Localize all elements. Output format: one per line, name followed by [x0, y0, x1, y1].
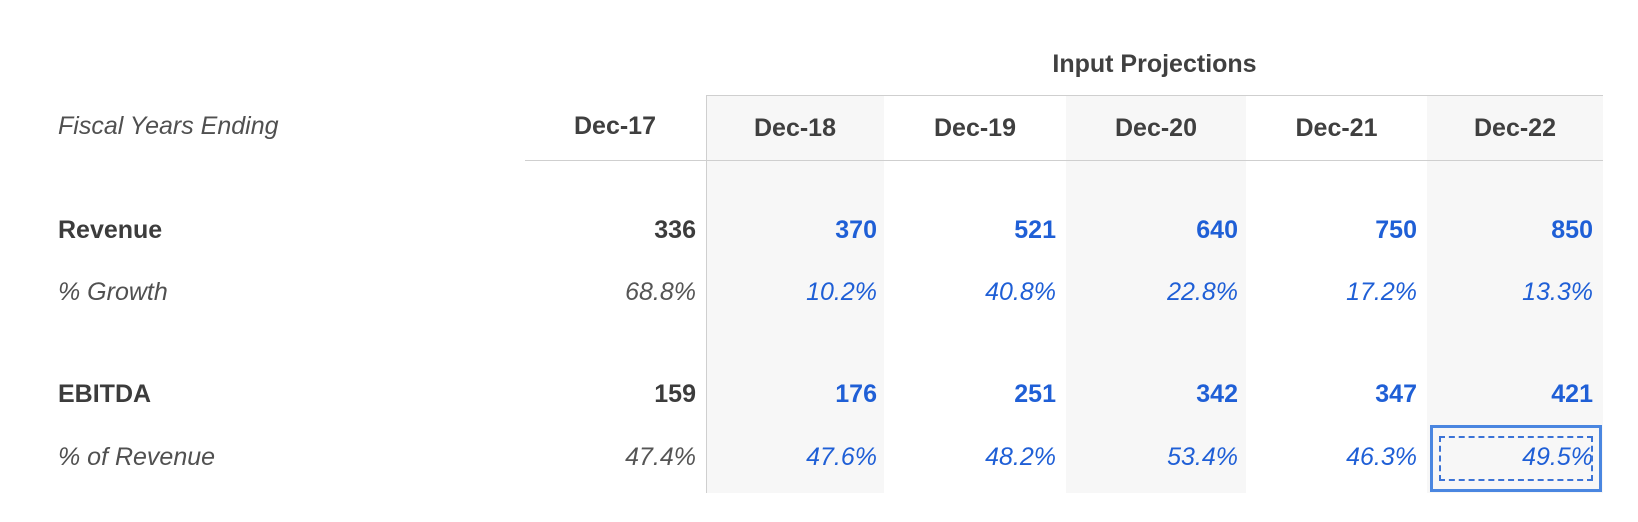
cell-revenue-dec-22[interactable]: 850: [1551, 216, 1593, 244]
row-label-revenue: Revenue: [58, 216, 163, 244]
cell-margin-dec-17[interactable]: 47.4%: [625, 443, 696, 471]
selected-cell-border: [1430, 425, 1602, 492]
cell-growth-dec-20[interactable]: 22.8%: [1167, 278, 1238, 306]
row-label-margin: % of Revenue: [58, 443, 216, 471]
column-shade-dec-18: [707, 95, 884, 493]
cell-margin-dec-18[interactable]: 47.6%: [806, 443, 877, 471]
header-underline: [525, 160, 1603, 161]
cell-margin-dec-21[interactable]: 46.3%: [1346, 443, 1417, 471]
column-shade-dec-20: [1066, 95, 1246, 493]
projection-divider: [706, 95, 707, 493]
cell-ebitda-dec-22[interactable]: 421: [1551, 380, 1593, 408]
column-header-dec-20[interactable]: Dec-20: [1115, 114, 1197, 142]
column-header-dec-17[interactable]: Dec-17: [574, 112, 656, 140]
copy-marquee: [1439, 436, 1593, 481]
input-projections-title: Input Projections: [1052, 50, 1257, 78]
cell-growth-dec-19[interactable]: 40.8%: [985, 278, 1056, 306]
cell-ebitda-dec-20[interactable]: 342: [1196, 380, 1238, 408]
column-header-dec-18[interactable]: Dec-18: [754, 114, 836, 142]
cell-growth-dec-22[interactable]: 13.3%: [1522, 278, 1593, 306]
cell-ebitda-dec-17[interactable]: 159: [654, 380, 696, 408]
cell-margin-dec-19[interactable]: 48.2%: [985, 443, 1056, 471]
row-label-growth: % Growth: [58, 278, 168, 306]
projection-top-border: [706, 95, 1603, 96]
row-label-ebitda: EBITDA: [58, 380, 152, 408]
cell-revenue-dec-17[interactable]: 336: [654, 216, 696, 244]
cell-ebitda-dec-21[interactable]: 347: [1375, 380, 1417, 408]
cell-ebitda-dec-18[interactable]: 176: [835, 380, 877, 408]
cell-revenue-dec-18[interactable]: 370: [835, 216, 877, 244]
cell-revenue-dec-20[interactable]: 640: [1196, 216, 1238, 244]
cell-growth-dec-17[interactable]: 68.8%: [625, 278, 696, 306]
column-header-dec-22[interactable]: Dec-22: [1474, 114, 1556, 142]
cell-revenue-dec-21[interactable]: 750: [1375, 216, 1417, 244]
fiscal-years-label: Fiscal Years Ending: [58, 112, 279, 140]
cell-ebitda-dec-19[interactable]: 251: [1014, 380, 1056, 408]
cell-revenue-dec-19[interactable]: 521: [1014, 216, 1056, 244]
cell-growth-dec-21[interactable]: 17.2%: [1346, 278, 1417, 306]
column-header-dec-19[interactable]: Dec-19: [934, 114, 1016, 142]
cell-margin-dec-22[interactable]: 49.5%: [1522, 443, 1593, 471]
cell-growth-dec-18[interactable]: 10.2%: [806, 278, 877, 306]
column-header-dec-21[interactable]: Dec-21: [1295, 114, 1378, 142]
cell-margin-dec-20[interactable]: 53.4%: [1167, 443, 1238, 471]
